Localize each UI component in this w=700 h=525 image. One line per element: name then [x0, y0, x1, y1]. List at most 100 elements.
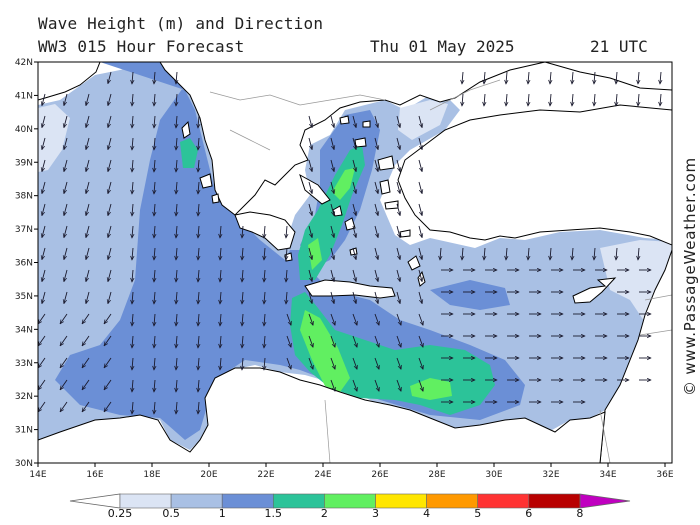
- wave-direction-arrow: [374, 379, 379, 391]
- wave-direction-arrow: [352, 291, 356, 304]
- wave-direction-arrow: [638, 93, 639, 106]
- wave-direction-arrow: [242, 313, 243, 326]
- wave-direction-arrow: [42, 247, 46, 260]
- wave-direction-arrow: [286, 357, 291, 369]
- wave-direction-arrow: [86, 115, 90, 128]
- wave-direction-arrow: [330, 357, 335, 369]
- wave-direction-arrow: [396, 291, 400, 304]
- wave-direction-arrow: [42, 159, 46, 172]
- wave-direction-arrow: [108, 181, 112, 194]
- wave-direction-arrow: [462, 71, 463, 84]
- wave-direction-arrow: [330, 269, 334, 282]
- wave-direction-arrow: [264, 225, 265, 238]
- wave-direction-arrow: [198, 269, 199, 282]
- wave-direction-arrow: [484, 71, 485, 84]
- wave-direction-arrow: [264, 269, 265, 282]
- wave-direction-arrow: [64, 291, 68, 304]
- wave-direction-arrow: [418, 269, 422, 282]
- wave-direction-arrow: [396, 313, 401, 325]
- wave-direction-arrow: [42, 115, 46, 128]
- wave-direction-arrow: [198, 357, 199, 370]
- wave-direction-arrow: [108, 247, 112, 260]
- wave-direction-arrow: [308, 291, 312, 304]
- wave-direction-arrow: [396, 357, 401, 369]
- wave-direction-arrow: [132, 93, 133, 106]
- legend-color-cell: [477, 493, 530, 509]
- lat-tick-label: 31N: [15, 426, 33, 436]
- legend-label: 8: [576, 507, 584, 520]
- sea-wave-band-1-1-5m-mid: [430, 280, 510, 310]
- wave-direction-arrow: [198, 247, 199, 260]
- wave-direction-arrow: [418, 203, 422, 216]
- wave-direction-arrow: [132, 115, 133, 128]
- wave-height-legend: [69, 493, 631, 509]
- wave-direction-arrow: [330, 313, 335, 325]
- wave-direction-arrow: [176, 291, 177, 304]
- wave-direction-arrow: [132, 379, 133, 392]
- wave-direction-arrow: [108, 159, 112, 172]
- lon-tick-label: 28E: [428, 470, 445, 480]
- wave-direction-arrow: [132, 137, 133, 150]
- wave-direction-arrow: [176, 225, 177, 238]
- legend-color-cell: [375, 493, 427, 509]
- map-title: Wave Height (m) and Direction: [38, 14, 324, 33]
- wave-direction-arrow: [374, 269, 378, 282]
- wave-direction-arrow: [198, 379, 199, 392]
- wave-direction-arrow: [308, 313, 313, 325]
- wave-direction-arrow: [264, 335, 265, 348]
- wave-direction-arrow: [418, 115, 422, 128]
- wave-direction-arrow: [330, 181, 334, 194]
- wave-direction-arrow: [132, 71, 133, 84]
- wave-direction-arrow: [108, 269, 112, 282]
- wave-direction-arrow: [484, 93, 485, 106]
- wave-direction-arrow: [374, 335, 379, 347]
- wave-direction-arrow: [82, 401, 90, 412]
- wave-direction-arrow: [528, 247, 529, 260]
- land-limnos: [354, 137, 367, 148]
- wave-direction-arrow: [616, 71, 617, 84]
- wave-direction-arrow: [198, 291, 199, 304]
- wave-direction-arrow: [176, 247, 177, 260]
- wave-direction-arrow: [86, 291, 90, 304]
- wave-direction-arrow: [220, 313, 221, 326]
- legend-label: 3: [372, 507, 379, 520]
- wave-direction-arrow: [638, 247, 639, 260]
- wave-direction-arrow: [86, 137, 90, 150]
- wave-direction-arrow: [550, 71, 551, 84]
- wave-direction-arrow: [132, 225, 133, 238]
- wave-direction-arrow: [82, 313, 90, 324]
- wave-direction-arrow: [220, 291, 221, 304]
- wave-direction-arrow: [132, 269, 133, 282]
- wave-direction-arrow: [286, 247, 287, 260]
- lon-tick-label: 32E: [542, 470, 559, 480]
- wave-direction-arrow: [572, 247, 573, 260]
- wave-direction-arrow: [506, 247, 507, 260]
- land-corfu: [181, 120, 191, 139]
- wave-direction-arrow: [82, 335, 90, 346]
- land-samos: [384, 200, 399, 210]
- wave-direction-arrow: [60, 379, 68, 390]
- wave-direction-arrow: [242, 269, 243, 282]
- wave-direction-arrow: [594, 71, 595, 84]
- lon-tick-label: 16E: [86, 470, 103, 480]
- wave-direction-arrow: [154, 159, 155, 172]
- wave-direction-arrow: [242, 335, 243, 348]
- wave-direction-arrow: [220, 357, 221, 370]
- wave-direction-arrow: [308, 115, 312, 128]
- legend-label: 0.25: [107, 507, 133, 520]
- wave-direction-arrow: [176, 313, 177, 326]
- wave-direction-arrow: [506, 93, 507, 106]
- wave-direction-arrow: [352, 269, 356, 282]
- wave-direction-arrow: [396, 115, 400, 128]
- wave-direction-arrow: [108, 225, 112, 238]
- land-thasos: [339, 115, 350, 125]
- wave-direction-arrow: [528, 71, 529, 84]
- wave-direction-arrow: [352, 313, 357, 325]
- wave-direction-arrow: [396, 225, 400, 238]
- lon-tick-label: 14E: [29, 470, 46, 480]
- wave-direction-arrow: [132, 335, 133, 348]
- wave-direction-arrow: [176, 269, 177, 282]
- legend-color-cell: [119, 493, 172, 509]
- wave-direction-arrow: [176, 357, 177, 370]
- wave-direction-arrow: [396, 247, 400, 260]
